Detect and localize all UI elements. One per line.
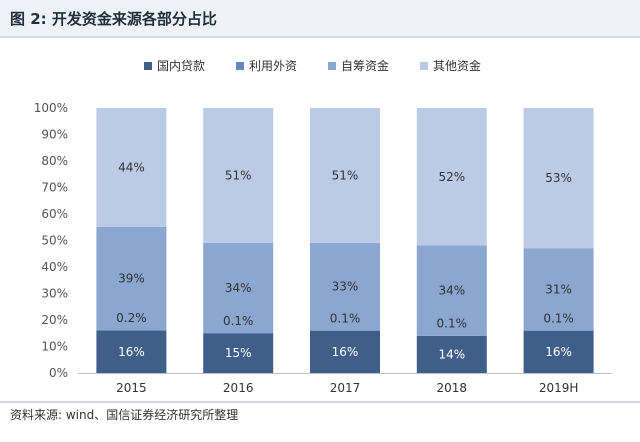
bar-segment	[96, 330, 167, 331]
bar-segment	[203, 333, 274, 373]
y-tick-label: 80%	[41, 154, 68, 168]
data-label: 0.1%	[330, 311, 361, 325]
data-label: 0.1%	[437, 317, 468, 331]
bar-segment	[416, 245, 487, 336]
stacked-bar-chart: 国内贷款 利用外资 自筹资金 其他资金 0% 10% 20% 30% 40% 50% 60% 70% 8…	[34, 58, 612, 395]
data-label: 0.2%	[116, 311, 147, 325]
data-label: 52%	[438, 170, 465, 184]
data-label: 39%	[118, 271, 145, 285]
x-tick-label: 2018	[437, 381, 468, 395]
data-label: 15%	[225, 346, 252, 360]
bar-segment	[96, 226, 167, 331]
y-tick-label: 10%	[41, 340, 68, 354]
data-label: 0.1%	[223, 314, 254, 328]
y-tick-label: 90%	[41, 128, 68, 142]
data-label: 31%	[545, 282, 572, 296]
y-tick-label: 40%	[41, 260, 68, 274]
data-label: 34%	[225, 281, 252, 295]
bar-segment	[523, 108, 594, 249]
data-label: 16%	[545, 345, 572, 359]
bar-segment	[203, 242, 274, 333]
bar-segment	[523, 248, 594, 331]
bar-segment	[96, 330, 167, 373]
x-tick-label: 2019H	[539, 381, 579, 395]
data-label: 53%	[545, 171, 572, 185]
bar-segment	[310, 108, 380, 243]
y-tick-label: 100%	[34, 101, 68, 115]
data-label: 16%	[118, 345, 145, 359]
legend-swatch	[144, 62, 152, 70]
legend-label: 国内贷款	[157, 59, 205, 73]
y-tick-label: 70%	[41, 181, 68, 195]
x-tick-label: 2017	[330, 381, 361, 395]
legend-label: 利用外资	[249, 59, 297, 73]
legend-label: 其他资金	[433, 58, 481, 73]
figure-title: 图 2: 开发资金来源各部分占比	[10, 10, 217, 28]
y-tick-label: 20%	[41, 313, 68, 327]
bar-segment	[416, 335, 487, 373]
data-label: 16%	[332, 345, 359, 359]
legend-swatch	[420, 62, 428, 70]
legend-label: 自筹资金	[341, 58, 389, 73]
y-tick-label: 30%	[41, 287, 68, 301]
legend-swatch	[236, 62, 244, 70]
y-tick-label: 60%	[41, 207, 68, 221]
data-label: 33%	[332, 280, 359, 294]
bar-segment	[523, 330, 594, 373]
bar-segment	[96, 108, 167, 227]
data-label: 51%	[332, 168, 359, 182]
bar-segment	[203, 108, 274, 243]
source-note: 资料来源: wind、国信证券经济研究所整理	[10, 408, 239, 422]
data-label: 0.1%	[543, 311, 574, 325]
x-tick-label: 2015	[116, 381, 147, 395]
footer-divider	[0, 401, 640, 403]
bar-segment	[310, 330, 380, 373]
bar-segment	[310, 242, 380, 331]
data-label: 14%	[438, 347, 465, 361]
y-tick-label: 0%	[49, 366, 68, 380]
y-tick-label: 50%	[41, 234, 68, 248]
figure-header: 图 2: 开发资金来源各部分占比	[0, 0, 640, 38]
data-label: 51%	[225, 168, 252, 182]
bar-segment	[416, 108, 487, 246]
data-label: 44%	[118, 160, 145, 174]
legend-swatch	[328, 62, 336, 70]
x-tick-label: 2016	[223, 381, 254, 395]
data-label: 34%	[438, 284, 465, 298]
